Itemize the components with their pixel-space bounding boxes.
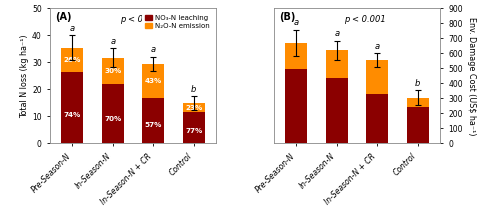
Text: 26%: 26% <box>64 57 81 63</box>
Bar <box>326 50 348 78</box>
Text: 43%: 43% <box>144 78 162 84</box>
Text: a: a <box>70 24 75 33</box>
Text: b: b <box>191 85 196 93</box>
Legend: NO₃-N leaching, N₂O-N emission: NO₃-N leaching, N₂O-N emission <box>142 12 212 32</box>
Bar <box>142 98 165 143</box>
Bar <box>182 112 205 143</box>
Bar <box>61 72 84 143</box>
Text: 57%: 57% <box>144 122 162 128</box>
Bar <box>142 64 165 98</box>
Text: 77%: 77% <box>185 128 202 134</box>
Bar <box>102 58 124 84</box>
Text: p < 0.001: p < 0.001 <box>344 15 386 24</box>
Bar <box>326 78 348 143</box>
Text: 30%: 30% <box>104 68 122 74</box>
Y-axis label: Total N loss (kg ha⁻¹): Total N loss (kg ha⁻¹) <box>20 34 29 118</box>
Bar <box>285 69 308 143</box>
Text: 70%: 70% <box>104 116 122 123</box>
Bar <box>406 98 429 107</box>
Bar <box>366 60 388 94</box>
Bar <box>182 103 205 112</box>
Bar <box>285 43 308 69</box>
Text: a: a <box>150 45 156 54</box>
Text: 74%: 74% <box>64 112 81 118</box>
Text: 23%: 23% <box>185 105 202 111</box>
Bar <box>406 107 429 143</box>
Text: b: b <box>415 78 420 88</box>
Text: a: a <box>294 19 299 27</box>
Y-axis label: Env. Damage Cost (US$ ha⁻¹): Env. Damage Cost (US$ ha⁻¹) <box>467 17 476 135</box>
Text: p < 0.001: p < 0.001 <box>120 15 162 24</box>
Text: a: a <box>334 29 340 38</box>
Text: (B): (B) <box>279 12 295 23</box>
Text: a: a <box>374 42 380 51</box>
Text: a: a <box>110 37 116 46</box>
Bar <box>102 84 124 143</box>
Bar <box>61 48 84 72</box>
Bar <box>366 94 388 143</box>
Text: (A): (A) <box>55 12 72 23</box>
